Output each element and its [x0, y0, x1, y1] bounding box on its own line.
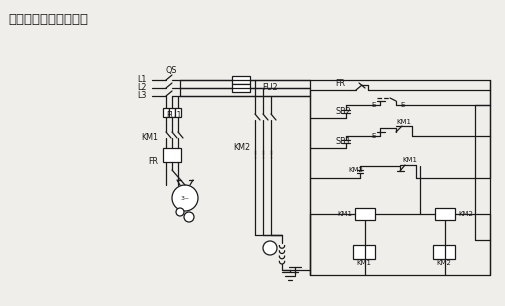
Bar	[231, 84, 249, 92]
Bar	[231, 76, 249, 84]
Text: L1: L1	[137, 76, 147, 84]
Text: FR: FR	[147, 158, 158, 166]
Text: QS: QS	[166, 66, 177, 76]
Circle shape	[176, 208, 184, 216]
Text: E: E	[371, 133, 375, 139]
Text: KM2: KM2	[348, 167, 363, 173]
Text: KM1: KM1	[356, 260, 371, 266]
Bar	[163, 108, 169, 117]
Text: KM1: KM1	[401, 157, 417, 163]
Text: KM2: KM2	[457, 211, 472, 217]
Bar	[355, 208, 374, 220]
Text: L3: L3	[137, 91, 147, 100]
Text: E: E	[371, 102, 375, 108]
Circle shape	[184, 212, 193, 222]
Circle shape	[263, 241, 276, 255]
Text: 电磁抱闸通电制动接线: 电磁抱闸通电制动接线	[8, 13, 88, 26]
Bar	[163, 148, 181, 162]
Bar	[434, 208, 454, 220]
Text: KM1: KM1	[336, 211, 351, 217]
Bar	[175, 108, 181, 117]
Text: KM2: KM2	[232, 144, 249, 152]
Text: FR: FR	[334, 80, 344, 88]
Bar	[432, 245, 454, 259]
Text: KM1: KM1	[141, 133, 158, 143]
Text: SB1: SB1	[334, 136, 350, 145]
Text: KM2: KM2	[436, 260, 450, 266]
Text: SB2: SB2	[334, 106, 350, 115]
Text: FU2: FU2	[262, 84, 277, 92]
Text: L2: L2	[137, 84, 147, 92]
Text: FU1: FU1	[166, 111, 181, 120]
Text: E: E	[399, 102, 403, 108]
Bar	[352, 245, 374, 259]
Text: 3~: 3~	[180, 196, 189, 200]
Bar	[169, 108, 175, 117]
Text: KM1: KM1	[396, 119, 411, 125]
Circle shape	[172, 185, 197, 211]
